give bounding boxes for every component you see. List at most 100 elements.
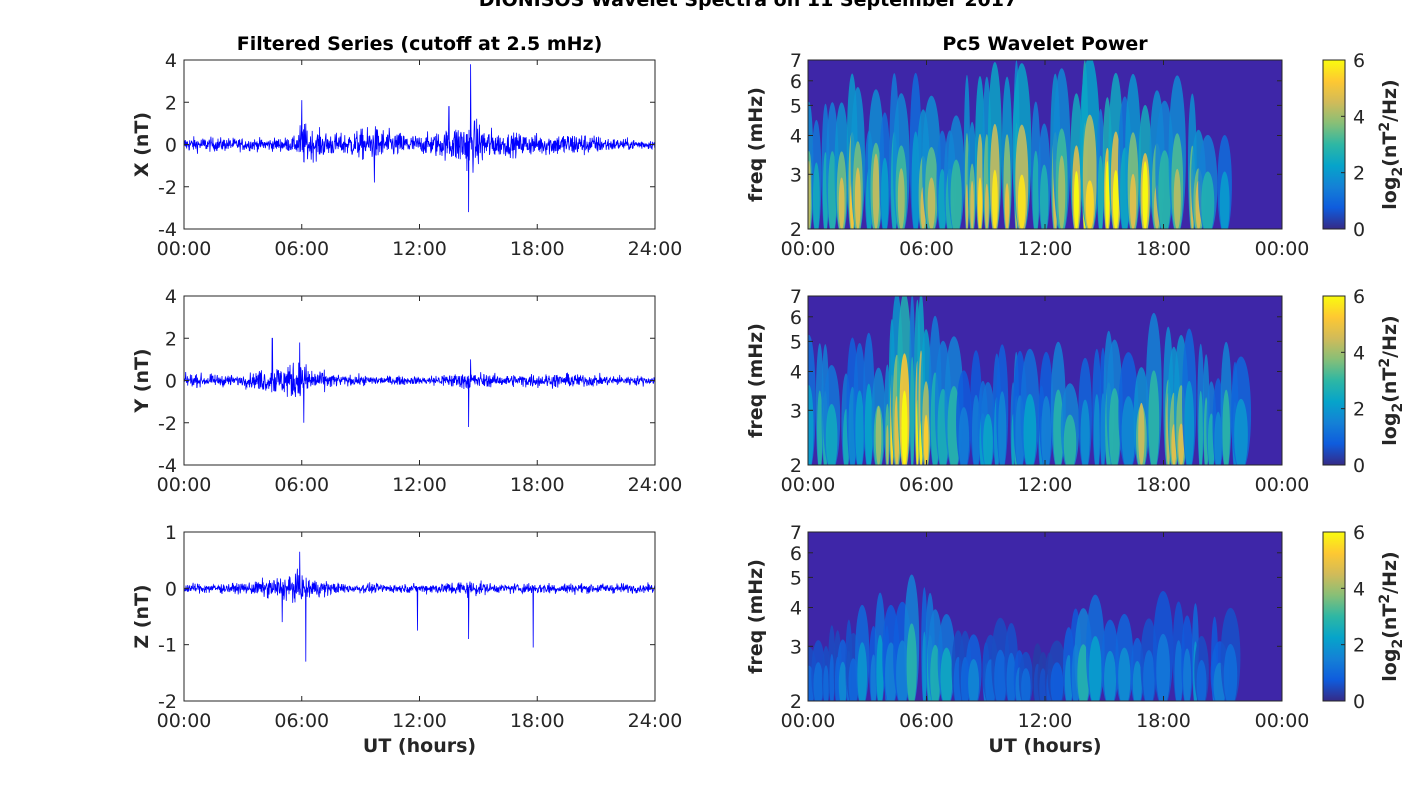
heatmap-cell <box>977 177 983 229</box>
y-tick-label: 3 <box>790 400 802 422</box>
colorbar-tick-label: 6 <box>1353 50 1365 72</box>
y-tick-label: -1 <box>158 635 177 657</box>
x-tick-label: 06:00 <box>274 238 329 260</box>
heatmap-cell <box>1017 174 1026 229</box>
plot-frame <box>183 531 656 702</box>
heatmap-cell <box>864 383 873 465</box>
heatmap-cell <box>1196 659 1207 701</box>
y-tick-label: -4 <box>158 219 177 241</box>
y-tick-label: 2 <box>790 691 802 713</box>
heatmap-cell <box>829 654 835 701</box>
y-tick-label: 2 <box>790 455 802 477</box>
heatmap-cell <box>881 157 889 229</box>
heatmap-cell <box>812 162 820 229</box>
heatmap-cell <box>1050 662 1064 701</box>
x-tick-label: 24:00 <box>628 710 683 732</box>
heatmap-cell <box>1178 423 1185 465</box>
heatmap-cell <box>970 180 974 229</box>
x-tick-label: 06:00 <box>274 474 329 496</box>
x-tick-label: 12:00 <box>1018 474 1073 496</box>
heatmap-cell <box>1201 171 1215 229</box>
y-tick-label: -4 <box>158 455 177 477</box>
trace-line <box>183 551 656 662</box>
x-tick-label: 06:00 <box>899 710 954 732</box>
y-tick-label: 4 <box>165 50 177 72</box>
heatmap-cells <box>808 296 1252 465</box>
y-axis-label: freq (mHz) <box>745 323 767 438</box>
heatmap-cell <box>906 623 917 701</box>
y-axis-label: freq (mHz) <box>745 87 767 202</box>
heatmap-cell <box>1173 168 1181 229</box>
heatmap-cell <box>808 160 811 229</box>
heatmap-cell <box>1234 398 1248 465</box>
figure-title: DIONISOS Wavelet Spectra on 11 September… <box>479 0 1017 11</box>
heatmap-cell <box>1104 650 1117 701</box>
y-tick-label: 6 <box>790 307 802 329</box>
heatmap-cell <box>838 177 845 229</box>
x-tick-label: 18:00 <box>1136 710 1191 732</box>
y-tick-label: 7 <box>790 50 802 72</box>
y-axis-label: Y (nT) <box>131 348 153 413</box>
colorbar <box>1322 531 1346 702</box>
heatmap-cell <box>1142 161 1148 229</box>
heatmap-cell <box>991 169 998 229</box>
y-tick-label: 2 <box>165 92 177 114</box>
x-tick-label: 06:00 <box>899 474 954 496</box>
heatmap-cell <box>965 184 969 229</box>
heatmap-cell <box>872 153 880 229</box>
heatmap-cell <box>984 183 989 229</box>
y-tick-label: 3 <box>790 164 802 186</box>
heatmap-cell <box>971 394 981 465</box>
heatmap-cell <box>1121 396 1136 465</box>
y-tick-label: 4 <box>790 361 802 383</box>
panel-title: Pc5 Wavelet Power <box>942 33 1148 55</box>
x-tick-label: 12:00 <box>392 238 447 260</box>
y-tick-label: -2 <box>158 691 177 713</box>
wavelet-panel-x: Pc5 Wavelet Power2345670246log2(nT2/Hz)0… <box>745 33 1406 260</box>
heatmap-cell <box>968 658 980 701</box>
colorbar-tick-label: 6 <box>1353 522 1365 544</box>
y-tick-label: 2 <box>790 219 802 241</box>
heatmap-cell <box>855 390 864 465</box>
heatmap-cell <box>1039 164 1049 229</box>
y-tick-label: 0 <box>165 578 177 600</box>
x-tick-label: 00:00 <box>781 238 836 260</box>
heatmap-cell <box>1183 648 1192 701</box>
heatmap-cell <box>1222 389 1230 465</box>
x-tick-label: 18:00 <box>510 710 565 732</box>
x-tick-label: 18:00 <box>510 474 565 496</box>
y-tick-label: 7 <box>790 522 802 544</box>
series-panel-y: -4 -2 0 2 4 00:00 06:00 12:00 18:00 24:00 Y (nT) <box>131 286 682 496</box>
y-tick-label: 6 <box>790 71 802 93</box>
heatmap-cell <box>1093 394 1100 465</box>
heatmap-cell <box>823 665 829 701</box>
colorbar-tick-label: 0 <box>1353 691 1365 713</box>
x-tick-label: 18:00 <box>510 238 565 260</box>
heatmap-cell <box>897 168 905 229</box>
heatmap-cell <box>1023 393 1037 465</box>
heatmap-cell <box>1184 380 1195 465</box>
x-tick-label: 00:00 <box>781 474 836 496</box>
x-tick-label: 00:00 <box>1255 710 1310 732</box>
heatmap-cells <box>808 574 1241 701</box>
x-tick-label: 12:00 <box>392 474 447 496</box>
heatmap-cell <box>1063 414 1077 465</box>
panel-title: Filtered Series (cutoff at 2.5 mHz) <box>237 33 603 55</box>
colorbar-tick-label: 2 <box>1353 163 1365 185</box>
colorbar-tick-label: 4 <box>1353 106 1365 128</box>
colorbar-tick-label: 0 <box>1353 455 1365 477</box>
colorbar-label: log2(nT2/Hz) <box>1377 315 1406 445</box>
series-panel-z: -2 -1 0 1 00:00 06:00 12:00 18:00 24:00 Z (nT) UT … <box>131 522 682 757</box>
heatmap-cell <box>1156 633 1171 701</box>
y-tick-label: 3 <box>790 636 802 658</box>
x-tick-label: 00:00 <box>157 474 212 496</box>
heatmap-cell <box>1174 640 1183 701</box>
heatmap-cell <box>1006 652 1016 701</box>
heatmap-cell <box>1129 173 1137 229</box>
y-axis-label: Z (nT) <box>131 584 153 648</box>
x-tick-label: 00:00 <box>157 710 212 732</box>
heatmap-cell <box>825 404 838 465</box>
heatmap-cell <box>1032 150 1040 229</box>
heatmap-cell <box>983 413 993 465</box>
